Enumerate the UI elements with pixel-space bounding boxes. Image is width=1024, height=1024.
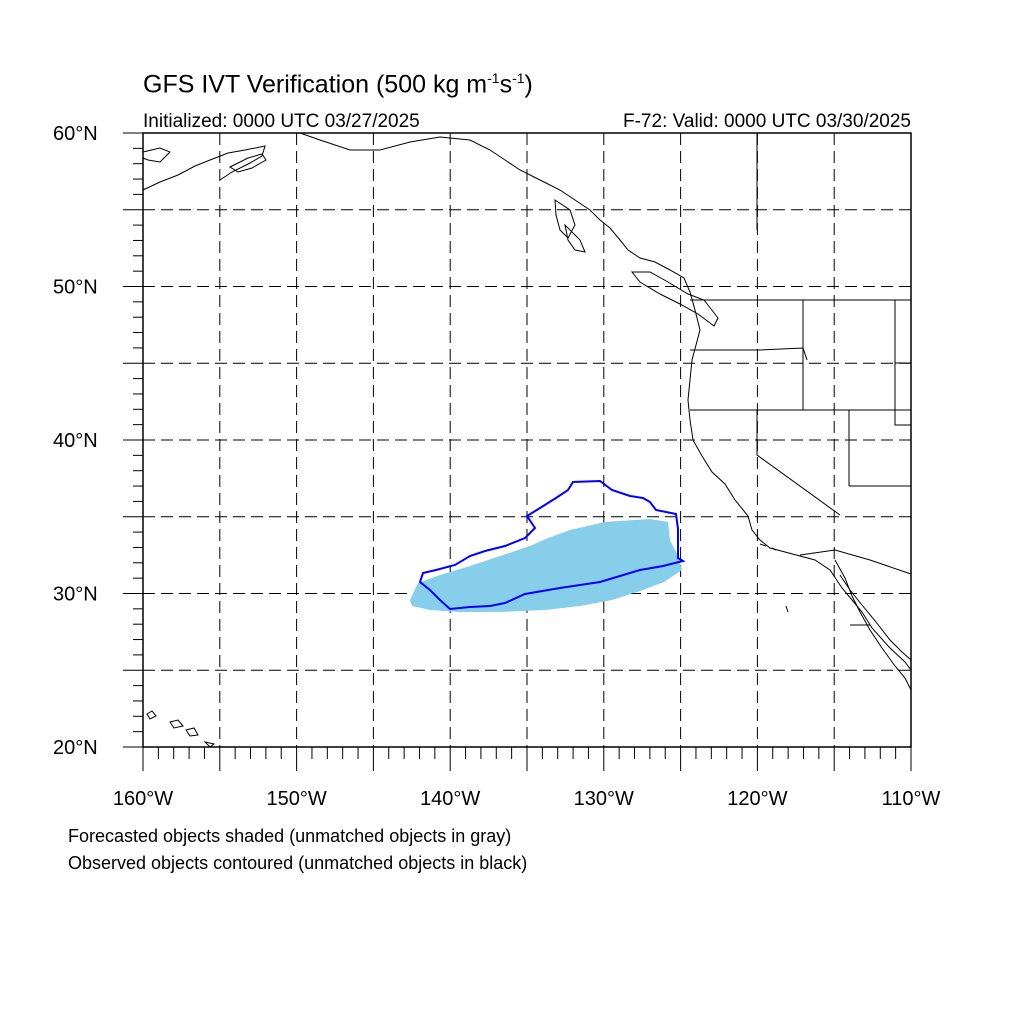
- baja-peninsula: [834, 559, 912, 691]
- lon-tick-label: 130°W: [574, 788, 634, 810]
- graticule: [143, 133, 911, 747]
- hawaii-1: [146, 710, 157, 720]
- alaska-peninsula: [142, 145, 266, 191]
- figure-title: GFS IVT Verification (500 kg m-1s-1): [143, 70, 533, 99]
- bc-islands-2: [564, 223, 586, 253]
- forecast-ivt-object: [410, 519, 682, 612]
- lon-tick-label: 110°W: [882, 788, 941, 810]
- axis-labels: 60°N 50°N 40°N 30°N 20°N 160°W 150°W 140°W 130°W…: [53, 123, 941, 810]
- hawaii-4: [203, 741, 216, 748]
- valid-time: F-72: Valid: 0000 UTC 03/30/2025: [623, 111, 911, 132]
- ca-nv-border: [756, 410, 841, 516]
- hawaii-2: [169, 719, 184, 729]
- hawaii-3: [185, 727, 199, 737]
- wa-or-border: [690, 347, 808, 361]
- map-frame: [142, 132, 912, 748]
- channel-islands: [759, 543, 777, 551]
- lat-tick-label: 60°N: [53, 123, 98, 145]
- vancouver-island: [630, 271, 719, 327]
- alaska-panhandle: [299, 132, 912, 671]
- axis-ticks: [123, 132, 912, 771]
- us-mexico-border: [799, 549, 912, 575]
- observed-ivt-contour: [418, 479, 686, 611]
- lat-tick-label: 20°N: [53, 737, 98, 759]
- lon-tick-label: 160°W: [113, 788, 173, 810]
- mt-border: [894, 300, 911, 426]
- caption-observed: Observed objects contoured (unmatched ob…: [68, 853, 528, 873]
- lat-tick-label: 30°N: [53, 584, 98, 606]
- lat-tick-label: 50°N: [53, 277, 98, 299]
- lon-tick-label: 120°W: [727, 788, 787, 810]
- lon-tick-label: 150°W: [266, 788, 326, 810]
- lon-tick-label: 140°W: [420, 788, 480, 810]
- kodiak: [228, 153, 267, 173]
- initialized-time: Initialized: 0000 UTC 03/27/2025: [143, 111, 420, 132]
- guadalupe: [785, 605, 789, 613]
- caption-forecast: Forecasted objects shaded (unmatched obj…: [68, 826, 512, 846]
- alaska-coast: [142, 147, 171, 163]
- lat-tick-label: 40°N: [53, 430, 98, 452]
- gulf-of-california: [839, 574, 912, 661]
- coastlines: [142, 132, 912, 748]
- political-boundaries: [690, 133, 912, 626]
